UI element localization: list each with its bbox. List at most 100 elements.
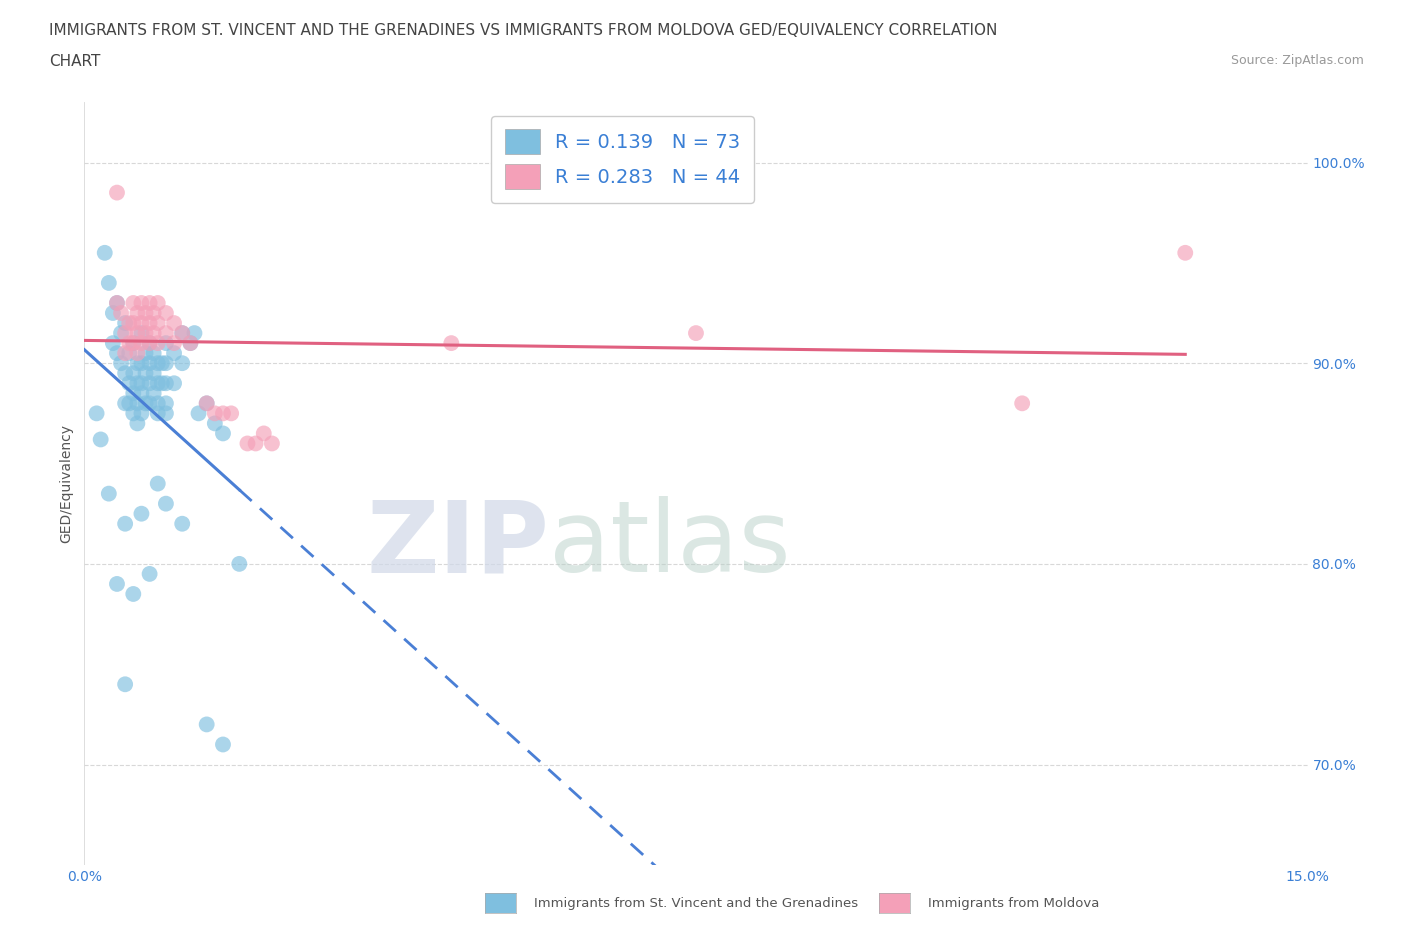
Point	[90, 432, 112, 447]
Point	[155, 306, 177, 321]
Point	[195, 717, 218, 732]
Point	[155, 376, 177, 391]
Point	[183, 326, 205, 340]
Point	[131, 315, 153, 330]
Point	[138, 336, 160, 351]
Point	[122, 296, 145, 311]
Point	[163, 376, 186, 391]
Point	[127, 326, 149, 340]
Point	[163, 346, 186, 361]
Point	[142, 306, 165, 321]
Point	[146, 356, 169, 371]
Text: CHART: CHART	[49, 54, 101, 69]
Point	[131, 326, 153, 340]
Point	[142, 386, 165, 401]
Point	[138, 376, 160, 391]
Point	[142, 326, 165, 340]
Point	[155, 326, 177, 340]
Point	[97, 486, 120, 501]
Point	[135, 346, 157, 361]
Point	[146, 405, 169, 420]
Point	[212, 737, 235, 752]
Point	[110, 306, 132, 321]
Point	[138, 566, 160, 581]
Point	[114, 516, 136, 531]
Point	[146, 296, 169, 311]
Point	[110, 326, 132, 340]
Point	[253, 426, 276, 441]
Point	[1011, 396, 1033, 411]
Point	[138, 296, 160, 311]
Point	[127, 396, 149, 411]
Point	[118, 396, 141, 411]
Point	[114, 326, 136, 340]
Point	[138, 336, 160, 351]
Point	[146, 315, 169, 330]
Point	[114, 346, 136, 361]
Text: Immigrants from Moldova: Immigrants from Moldova	[928, 897, 1099, 910]
Point	[163, 336, 186, 351]
Point	[187, 405, 209, 420]
Point	[179, 336, 201, 351]
Point	[122, 336, 145, 351]
Point	[127, 346, 149, 361]
Point	[105, 185, 128, 200]
Point	[118, 346, 141, 361]
Point	[142, 365, 165, 380]
Point	[150, 356, 173, 371]
Point	[163, 315, 186, 330]
Point	[114, 365, 136, 380]
Point	[93, 246, 115, 260]
Point	[127, 376, 149, 391]
Point	[228, 556, 250, 571]
Point	[172, 326, 194, 340]
Point	[172, 326, 194, 340]
Point	[101, 306, 124, 321]
Legend: R = 0.139   N = 73, R = 0.283   N = 44: R = 0.139 N = 73, R = 0.283 N = 44	[491, 116, 754, 203]
Point	[118, 315, 141, 330]
Point	[172, 516, 194, 531]
Point	[105, 296, 128, 311]
Point	[114, 315, 136, 330]
Point	[172, 356, 194, 371]
Point	[122, 386, 145, 401]
Text: Source: ZipAtlas.com: Source: ZipAtlas.com	[1230, 54, 1364, 67]
Point	[685, 326, 707, 340]
Y-axis label: GED/Equivalency: GED/Equivalency	[59, 424, 73, 543]
Point	[1174, 246, 1197, 260]
Text: Immigrants from St. Vincent and the Grenadines: Immigrants from St. Vincent and the Gren…	[534, 897, 859, 910]
Point	[138, 315, 160, 330]
Point	[155, 356, 177, 371]
Point	[204, 416, 226, 431]
Point	[122, 405, 145, 420]
Point	[135, 326, 157, 340]
Point	[105, 346, 128, 361]
Point	[138, 396, 160, 411]
Point	[114, 677, 136, 692]
Point	[131, 506, 153, 521]
Point	[155, 396, 177, 411]
Point	[219, 405, 242, 420]
Text: ZIP: ZIP	[367, 496, 550, 593]
Point	[114, 396, 136, 411]
Point	[146, 476, 169, 491]
Point	[212, 405, 235, 420]
Point	[146, 396, 169, 411]
Point	[135, 365, 157, 380]
Point	[150, 376, 173, 391]
Point	[110, 356, 132, 371]
Point	[131, 386, 153, 401]
Point	[135, 306, 157, 321]
Point	[135, 396, 157, 411]
Point	[146, 336, 169, 351]
Point	[118, 336, 141, 351]
Point	[131, 356, 153, 371]
Point	[440, 336, 463, 351]
Point	[179, 336, 201, 351]
Point	[105, 296, 128, 311]
Point	[127, 306, 149, 321]
Point	[122, 587, 145, 602]
Point	[122, 365, 145, 380]
Text: IMMIGRANTS FROM ST. VINCENT AND THE GRENADINES VS IMMIGRANTS FROM MOLDOVA GED/EQ: IMMIGRANTS FROM ST. VINCENT AND THE GREN…	[49, 23, 998, 38]
Point	[212, 426, 235, 441]
